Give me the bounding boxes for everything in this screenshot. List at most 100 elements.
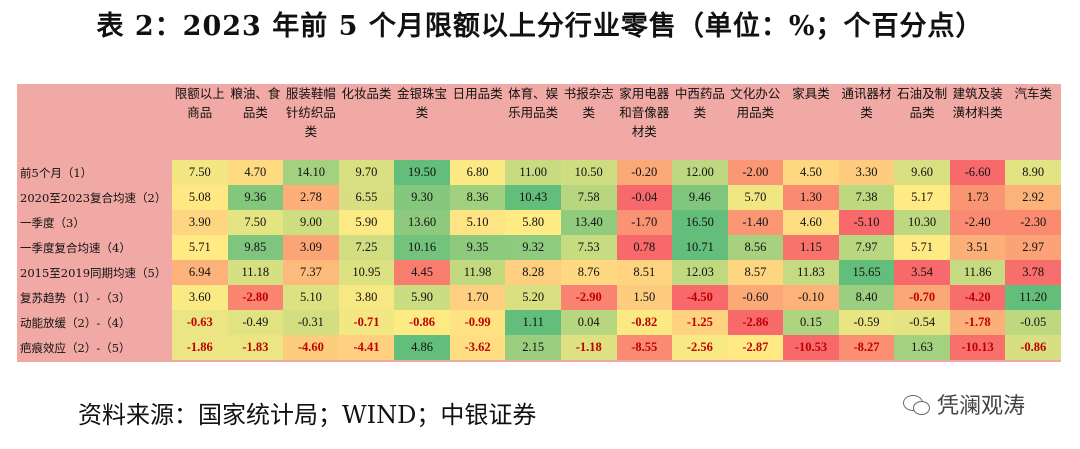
table-cell: 5.08 xyxy=(172,185,228,210)
column-header: 体育、娱 乐用品类 xyxy=(505,84,561,160)
table-cell: -6.60 xyxy=(949,160,1006,185)
column-header-line: 类 xyxy=(860,105,873,120)
column-header: 日用品类 xyxy=(450,84,506,160)
table-cell: 11.00 xyxy=(505,160,561,185)
row-label: 动能放缓（2）-（4） xyxy=(17,310,172,335)
table-cell: 2.15 xyxy=(505,335,561,360)
column-header-line: 针纺织品 xyxy=(285,105,336,120)
table-cell: 9.30 xyxy=(394,185,450,210)
column-header-line: 和音像器 xyxy=(619,105,670,120)
table-cell: 1.15 xyxy=(783,235,839,260)
table-cell: 10.95 xyxy=(338,260,395,285)
row-label: 2020至2023复合均速（2） xyxy=(17,185,172,210)
table-cell: 13.60 xyxy=(394,210,450,235)
table-cell: 13.40 xyxy=(560,210,617,235)
source-note: 资料来源：国家统计局；WIND；中银证券 xyxy=(78,401,537,429)
table-cell: 9.00 xyxy=(283,210,339,235)
column-header: 粮油、食 品类 xyxy=(228,84,284,160)
table-cell: 8.90 xyxy=(1005,160,1061,185)
table-cell: 11.20 xyxy=(1005,285,1061,310)
column-header-line: 汽车类 xyxy=(1014,86,1052,101)
table-header-row: 限额以上 商品 粮油、食 品类 服装鞋帽 针纺织品类化妆品类 金银珠宝类日用品类 体育、娱 乐用… xyxy=(17,84,1061,160)
table-cell: 3.51 xyxy=(949,235,1006,260)
table-cell: 1.70 xyxy=(449,285,506,310)
column-header-line: 体育、娱 xyxy=(508,86,559,101)
row-label: 前5个月（1） xyxy=(17,160,172,185)
column-header-line: 类 xyxy=(582,105,595,120)
table-cell: 6.80 xyxy=(449,160,506,185)
row-label: 一季度（3） xyxy=(17,210,172,235)
table-cell: -3.62 xyxy=(449,335,506,360)
table-cell: 12.00 xyxy=(672,160,728,185)
column-header-line: 日用品类 xyxy=(452,86,503,101)
watermark-text: 凭澜观涛 xyxy=(937,394,1026,419)
table-cell: 9.46 xyxy=(672,185,728,210)
table-cell: 5.71 xyxy=(172,235,228,260)
table-cell: 10.71 xyxy=(672,235,728,260)
column-header: 书报杂志类 xyxy=(561,84,617,160)
table-cell: 11.86 xyxy=(949,260,1006,285)
table-cell: 5.90 xyxy=(394,285,450,310)
table-cell: -1.86 xyxy=(172,335,228,360)
row-label: 疤痕效应（2）-（5） xyxy=(17,335,172,360)
table-cell: 8.28 xyxy=(505,260,561,285)
column-header-line: 品类 xyxy=(242,105,268,120)
table-cell: 12.03 xyxy=(672,260,728,285)
table-cell: -10.13 xyxy=(949,335,1006,360)
column-header-line: 建筑及装 xyxy=(952,86,1003,101)
column-header: 家用电器 和音像器 材类 xyxy=(617,84,673,160)
table-cell: 15.65 xyxy=(838,260,895,285)
table-cell: -4.20 xyxy=(949,285,1006,310)
table-cell: 8.76 xyxy=(560,260,617,285)
table-row: 疤痕效应（2）-（5） -1.86 -1.83 -4.60 -4.41 4.86 -3.62… xyxy=(17,335,1061,360)
table-cell: 2.92 xyxy=(1005,185,1061,210)
column-header-line: 服装鞋帽 xyxy=(285,86,336,101)
column-header-line: 类 xyxy=(693,105,707,120)
table-cell: -2.40 xyxy=(949,210,1006,235)
column-header-line: 限额以上 xyxy=(174,86,225,101)
column-header-line: 中西药品 xyxy=(674,86,725,101)
column-header-line: 乐用品类 xyxy=(508,105,559,120)
table-cell: -8.55 xyxy=(616,335,673,360)
column-header-line: 文化办公 xyxy=(730,86,781,101)
table-cell: 1.11 xyxy=(505,310,561,335)
table-cell: -0.31 xyxy=(283,310,339,335)
table-cell: 8.40 xyxy=(838,285,895,310)
table-cell: 9.32 xyxy=(505,235,561,260)
table-cell: 9.35 xyxy=(449,235,506,260)
column-header-line: 粮油、食 xyxy=(230,86,281,101)
table-cell: 3.60 xyxy=(172,285,228,310)
table-cell: 5.90 xyxy=(338,210,395,235)
column-header-line: 潢材料类 xyxy=(952,105,1003,120)
table-row: 复苏趋势（1）-（3） 3.60 -2.80 5.10 3.80 5.90 1.70 5.20… xyxy=(17,285,1061,310)
column-header-line: 类 xyxy=(415,105,429,120)
table-row: 一季度（3） 3.90 7.50 9.00 5.90 13.60 5.10 5.80 13.40… xyxy=(17,210,1061,235)
table-cell: -0.86 xyxy=(394,310,450,335)
table-cell: 5.10 xyxy=(449,210,506,235)
table-cell: 19.50 xyxy=(394,160,450,185)
table-cell: 7.38 xyxy=(838,185,895,210)
table-cell: 1.73 xyxy=(949,185,1006,210)
column-header-line: 石油及制 xyxy=(897,86,948,101)
table-row: 前5个月（1） 7.50 4.70 14.10 9.70 19.50 6.80 11.00 10… xyxy=(17,160,1061,185)
table-cell: -0.82 xyxy=(616,310,673,335)
column-header-line: 用品类 xyxy=(736,105,775,120)
table-cell: -2.80 xyxy=(227,285,284,310)
table-cell: -1.78 xyxy=(949,310,1006,335)
table-cell: -1.40 xyxy=(727,210,784,235)
row-label: 复苏趋势（1）-（3） xyxy=(17,285,172,310)
table-cell: 4.60 xyxy=(783,210,839,235)
table-cell: 16.50 xyxy=(672,210,728,235)
table-cell: 5.17 xyxy=(894,185,950,210)
table-cell: -0.59 xyxy=(838,310,895,335)
table-cell: 3.90 xyxy=(172,210,228,235)
table-cell: -4.50 xyxy=(672,285,728,310)
table-cell: -2.00 xyxy=(727,160,784,185)
table-row: 2020至2023复合均速（2） 5.08 9.36 2.78 6.55 9.30 8.36… xyxy=(17,185,1061,210)
table-cell: 8.36 xyxy=(449,185,506,210)
table-cell: -0.70 xyxy=(894,285,950,310)
table-cell: 3.80 xyxy=(338,285,395,310)
table-cell: 5.80 xyxy=(505,210,561,235)
table-cell: 1.63 xyxy=(894,335,950,360)
table-title: 表 2：2023 年前 5 个月限额以上分行业零售（单位：%；个百分点） xyxy=(96,11,984,42)
